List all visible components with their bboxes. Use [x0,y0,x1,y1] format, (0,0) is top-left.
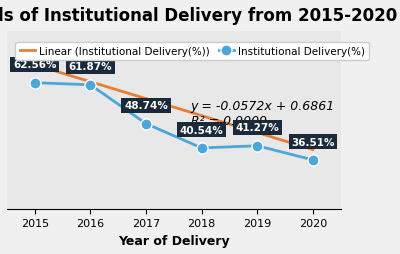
Text: 62.56%: 62.56% [13,60,56,70]
Linear (Institutional Delivery(%)) [199,115,204,118]
Institutional Delivery(%) [310,159,315,162]
Linear (Institutional Delivery(%)) [88,81,93,84]
Legend: Linear (Institutional Delivery(%)), Institutional Delivery(%): Linear (Institutional Delivery(%)), Inst… [16,42,370,61]
Linear (Institutional Delivery(%)) [32,64,37,67]
Line: Linear (Institutional Delivery(%)): Linear (Institutional Delivery(%)) [35,66,313,150]
Text: 36.51%: 36.51% [291,137,335,147]
Institutional Delivery(%) [88,84,93,87]
Institutional Delivery(%) [199,147,204,150]
Linear (Institutional Delivery(%)) [310,148,315,151]
Text: 61.87%: 61.87% [68,62,112,72]
Line: Institutional Delivery(%): Institutional Delivery(%) [29,78,318,166]
X-axis label: Year of Delivery: Year of Delivery [118,234,230,247]
Text: 48.74%: 48.74% [124,101,168,111]
Institutional Delivery(%) [255,145,260,148]
Text: 41.27%: 41.27% [236,123,279,133]
Linear (Institutional Delivery(%)) [144,98,148,101]
Title: Trends of Institutional Delivery from 2015-2020: Trends of Institutional Delivery from 20… [0,7,397,25]
Linear (Institutional Delivery(%)) [255,132,260,135]
Text: 40.54%: 40.54% [180,125,224,135]
Institutional Delivery(%) [144,123,148,126]
Institutional Delivery(%) [32,82,37,85]
Text: y = -0.0572x + 0.6861
R² = 0.9009: y = -0.0572x + 0.6861 R² = 0.9009 [190,99,335,127]
